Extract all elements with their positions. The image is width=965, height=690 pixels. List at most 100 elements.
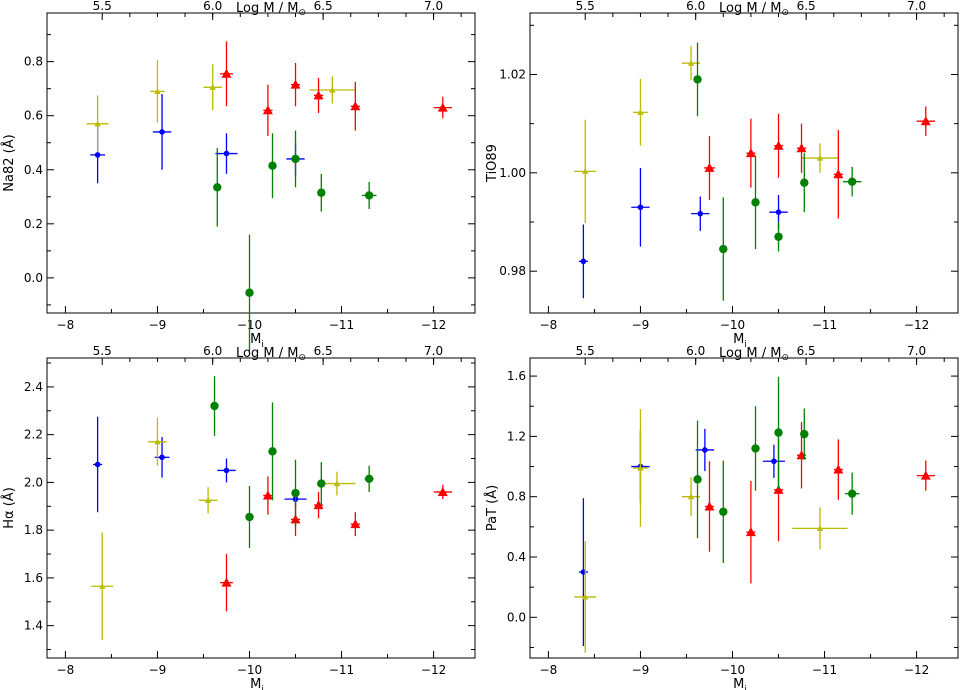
data-point — [93, 416, 103, 513]
marker-circle-small — [702, 447, 708, 453]
data-point — [350, 81, 361, 131]
data-point — [290, 63, 301, 107]
top-axis-label: Log M / M⊙ — [236, 346, 306, 363]
y-tick-label: 0.8 — [24, 55, 43, 69]
data-point — [574, 541, 597, 653]
marker-circle — [364, 474, 374, 484]
top-tick-label: 6.5 — [314, 344, 333, 358]
top-tick-label: 6.0 — [686, 0, 705, 13]
x-tick-label: −10 — [720, 318, 745, 332]
axes-frame — [529, 357, 959, 659]
top-axis-label: Log M / M⊙ — [719, 1, 789, 18]
y-tick-label: 2.0 — [24, 475, 43, 489]
marker-triangle — [833, 464, 844, 474]
data-point — [317, 462, 326, 506]
data-point — [719, 460, 728, 564]
panel-4: −8 −9 −10 −11 −12 5.5 6.0 6.5 7.0 0.0 0.4 0.8 1.2 1.6… — [484, 344, 959, 690]
marker-circle — [213, 183, 222, 192]
axes-frame — [529, 12, 959, 314]
top-tick-label: 6.0 — [686, 344, 705, 358]
y-tick-label: 0.4 — [507, 550, 526, 564]
x-axis-label: Mi — [250, 677, 264, 690]
marker-triangle-small — [687, 493, 695, 500]
marker-circle-small — [159, 454, 165, 461]
marker-circle — [693, 475, 702, 484]
marker-circle-small — [94, 152, 101, 158]
data-point — [695, 428, 715, 472]
top-tick-label: 6.0 — [203, 0, 222, 13]
axes-frame — [46, 12, 476, 314]
x-tick-label: −10 — [237, 663, 262, 677]
y-axis-label: PaT (Å) — [484, 485, 500, 531]
y-tick-label: 1.2 — [507, 429, 526, 443]
x-tick-label: −8 — [57, 663, 75, 677]
x-tick-label: −8 — [540, 318, 558, 332]
marker-circle — [800, 178, 809, 187]
x-axis-label-sub: i — [261, 340, 264, 350]
marker-triangle-small — [582, 168, 589, 174]
data-point — [152, 94, 172, 170]
data-point — [800, 153, 809, 213]
data-point — [262, 84, 273, 136]
data-point — [833, 130, 844, 219]
y-axis-label: Hα (Å) — [1, 487, 17, 529]
top-tick-label: 6.5 — [797, 344, 816, 358]
data-point — [774, 222, 783, 252]
data-point — [91, 532, 114, 640]
data-point — [220, 554, 233, 612]
top-tick-label: 5.5 — [93, 0, 112, 13]
y-tick-label: 0.6 — [24, 109, 43, 123]
data-point — [245, 234, 254, 351]
marker-circle — [719, 507, 728, 516]
marker-triangle — [350, 519, 361, 529]
series-1 — [578, 167, 788, 299]
data-point — [317, 173, 326, 212]
panel-3: −8 −9 −10 −11 −12 5.5 6.0 6.5 7.0 1.4 1.6 1.8 2.0 2.2… — [1, 344, 476, 690]
marker-circle-small — [775, 209, 782, 215]
y-axis-label: Na82 (Å) — [1, 134, 17, 191]
top-axis-label-main: Log M / M — [236, 1, 298, 16]
marker-circle-small — [223, 467, 230, 474]
top-tick-label: 6.5 — [314, 0, 333, 13]
marker-circle — [317, 188, 326, 197]
data-point — [773, 113, 784, 178]
series-2 — [91, 417, 356, 640]
data-point — [291, 130, 300, 188]
x-axis-label: Mi — [733, 332, 747, 350]
data-point — [309, 76, 356, 104]
top-axis-label-main: Log M / M — [719, 346, 781, 361]
x-tick-label: −12 — [904, 663, 929, 677]
marker-circle — [847, 177, 857, 186]
data-point — [796, 123, 807, 173]
data-point — [745, 480, 756, 584]
data-point — [792, 507, 848, 550]
marker-triangle-small — [154, 88, 161, 94]
y-tick-label: 0.8 — [507, 490, 526, 504]
data-point — [220, 41, 233, 107]
series-3 — [704, 422, 935, 584]
data-point — [844, 472, 860, 515]
marker-circle — [751, 444, 760, 453]
top-tick-label: 7.0 — [907, 0, 926, 13]
series-4 — [693, 376, 860, 564]
y-tick-label: 1.8 — [24, 523, 43, 537]
top-axis-label-main: Log M / M — [236, 346, 298, 361]
marker-triangle — [796, 143, 807, 153]
series-4 — [210, 376, 374, 549]
data-point — [719, 197, 728, 301]
x-tick-label: −11 — [812, 318, 837, 332]
x-axis-label-sub: i — [744, 685, 747, 690]
marker-triangle-small — [637, 464, 644, 471]
x-axis-label-main: M — [733, 677, 744, 690]
y-tick-label: 1.4 — [24, 619, 43, 633]
data-point — [217, 458, 236, 483]
y-tick-label: 1.00 — [499, 166, 526, 180]
marker-triangle-small — [687, 59, 695, 66]
top-tick-label: 7.0 — [424, 344, 443, 358]
data-point — [693, 420, 702, 539]
y-tick-label: 1.02 — [499, 67, 526, 81]
marker-triangle — [920, 470, 931, 480]
data-point — [433, 96, 452, 119]
data-point — [693, 42, 702, 117]
y-tick-label: 1.6 — [507, 369, 526, 383]
